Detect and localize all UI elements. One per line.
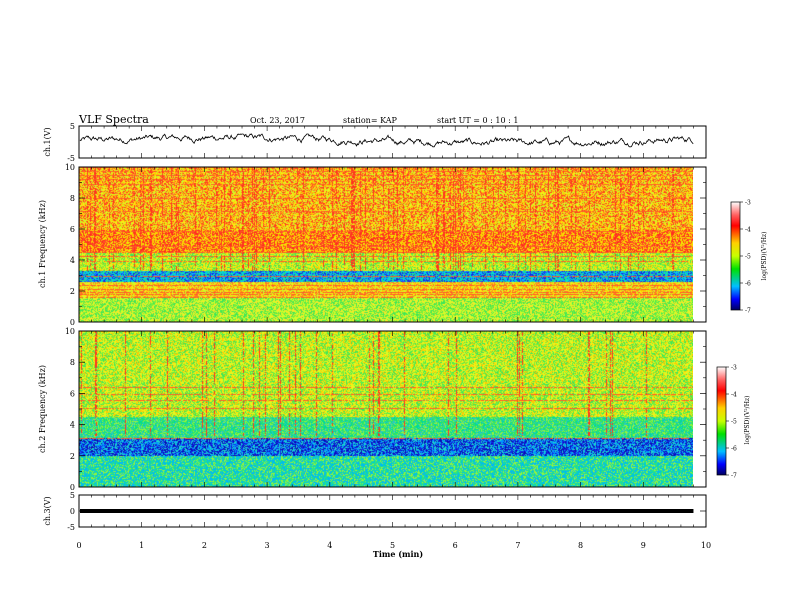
start-time-label: start UT = 0 : 10 : 1 [437,116,518,125]
colorbar-tick-label: -6 [731,446,737,453]
ch1-spectrogram-ylabel: ch.1 Frequency (kHz) [38,200,47,288]
ch1-colorbar-label: log(PSD)(V²/Hz) [761,232,768,281]
figure-title: VLF Spectra [78,113,149,126]
ch2-spectrogram-ylabel: ch.2 Frequency (kHz) [38,365,47,453]
time-axis-label: Time (min) [373,549,423,559]
y-tick-label: -5 [67,154,75,163]
time-axis-ticks: 0 1 2 3 4 5 6 7 8 9 10 [76,541,711,550]
x-tick-label: 10 [701,541,711,550]
ch2-spectrogram-image [79,331,693,487]
colorbar-tick-label: -3 [745,200,751,207]
x-tick-label: 7 [515,541,520,550]
y-tick-label: 10 [65,327,75,336]
date-label: Oct. 23, 2017 [250,116,305,125]
x-tick-label: 1 [139,541,144,550]
y-tick-label: 0 [70,483,75,492]
x-tick-label: 2 [202,541,207,550]
ch1-spectrogram-ylabel-text: ch.1 Frequency (kHz) [38,200,47,288]
ch3-voltage-ylabel: ch.3(V) [43,496,52,525]
ch2-colorbar-ticks: -3 -4 -5 -6 -7 [726,365,737,480]
ch3-voltage-panel: 50-5 ch.3(V) 0 1 2 3 4 5 6 7 8 9 10 Time (min) [43,491,711,559]
y-tick-label: 5 [70,491,75,500]
ch1-spectrogram-ticks: 0 2 4 6 8 10 [65,163,707,327]
y-tick-label: 2 [70,287,75,296]
ch1-voltage-ylabel: ch.1(V) [43,127,52,156]
colorbar-tick-label: -6 [745,281,751,288]
y-tick-label: 2 [70,452,75,461]
colorbar-tick-label: -7 [731,473,737,480]
y-tick-label: 4 [70,421,75,430]
ch2-spectrogram-ticks: 0 2 4 6 8 10 [65,327,707,492]
y-tick-label: 5 [70,122,75,131]
x-tick-label: 8 [578,541,583,550]
colorbar-tick-label: -4 [731,392,737,399]
y-tick-label: 0 [70,318,75,327]
ch3-voltage-ticks: 5 0 -5 [67,491,707,532]
ch2-colorbar-label: log(PSD)(V²/Hz) [744,396,751,445]
ch2-colorbar [716,366,727,476]
y-tick-label: 4 [70,256,75,265]
x-tick-label: 4 [327,541,332,550]
y-tick-label: 8 [70,358,75,367]
y-tick-label: 8 [70,194,75,203]
ch1-spectrogram-image [79,167,693,322]
x-tick-label: 5 [390,541,395,550]
colorbar-tick-label: -7 [745,308,751,315]
y-tick-label: 0 [70,507,75,516]
y-tick-label: 6 [70,225,75,234]
y-tick-label: 10 [65,163,75,172]
x-tick-label: 0 [76,541,81,550]
x-tick-label: 9 [641,541,646,550]
x-tick-label: 3 [265,541,270,550]
ch1-voltage-panel: 5 -5 ch.1(V) [43,122,707,163]
y-tick-label: 6 [70,389,75,398]
ch1-colorbar [730,201,741,311]
ch2-spectrogram-ylabel-text: ch.2 Frequency (kHz) [38,365,47,453]
x-tick-label: 6 [453,541,458,550]
colorbar-tick-label: -5 [745,254,751,261]
station-label: station= KAP [343,116,398,125]
colorbar-tick-label: -4 [745,227,751,234]
ch1-voltage-ticks: 5 -5 [67,122,707,163]
colorbar-tick-label: -5 [731,419,737,426]
colorbar-tick-label: -3 [731,365,737,372]
ch1-colorbar-ticks: -3 -4 -5 -6 -7 [740,200,751,315]
y-tick-label: -5 [67,523,75,532]
ch1-voltage-trace [79,133,694,148]
